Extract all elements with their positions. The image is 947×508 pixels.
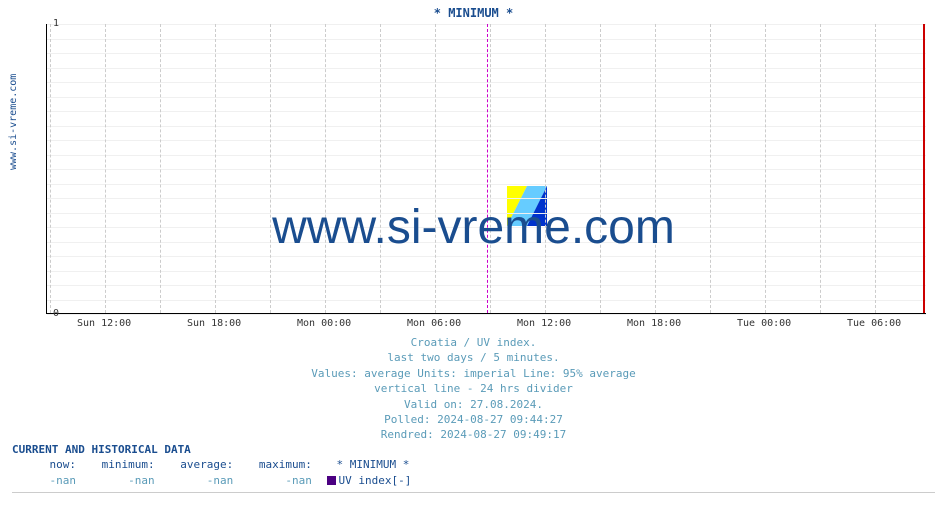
- grid-v: [710, 24, 711, 313]
- caption-line: last two days / 5 minutes.: [0, 350, 947, 365]
- grid-v: [820, 24, 821, 313]
- col-series: * MINIMUM *: [319, 457, 410, 472]
- grid-v: [380, 24, 381, 313]
- caption-line: Rendred: 2024-08-27 09:49:17: [0, 427, 947, 442]
- caption-line: Values: average Units: imperial Line: 95…: [0, 366, 947, 381]
- caption-line: Valid on: 27.08.2024.: [0, 397, 947, 412]
- ytick-label: 1: [39, 18, 59, 29]
- plot-area: [46, 24, 926, 314]
- grid-v: [270, 24, 271, 313]
- grid-v: [600, 24, 601, 313]
- legend-name: UV index[-]: [339, 473, 412, 488]
- xtick-label: Mon 18:00: [627, 318, 681, 329]
- grid-v: [490, 24, 491, 313]
- ytick-label: 0: [39, 308, 59, 319]
- y-axis-label: www.si-vreme.com: [8, 74, 19, 170]
- grid-v: [105, 24, 106, 313]
- logo-icon: [507, 186, 547, 226]
- legend-swatch: [327, 476, 336, 485]
- val-min: -nan: [83, 473, 155, 488]
- grid-v: [435, 24, 436, 313]
- chart-title: * MINIMUM *: [0, 6, 947, 20]
- col-avg: average:: [161, 457, 233, 472]
- grid-v: [215, 24, 216, 313]
- divider-line: [12, 492, 935, 493]
- data-section: CURRENT AND HISTORICAL DATA now: minimum…: [12, 442, 411, 488]
- caption-block: Croatia / UV index. last two days / 5 mi…: [0, 335, 947, 443]
- grid-v: [765, 24, 766, 313]
- xtick-label: Mon 12:00: [517, 318, 571, 329]
- data-values-row: -nan -nan -nan -nan UV index[-]: [12, 473, 411, 488]
- divider-24h: [487, 24, 488, 313]
- data-header: CURRENT AND HISTORICAL DATA: [12, 442, 411, 457]
- val-now: -nan: [12, 473, 76, 488]
- grid-h: [47, 314, 926, 315]
- current-marker: [923, 24, 925, 313]
- xtick-label: Tue 06:00: [847, 318, 901, 329]
- grid-v: [545, 24, 546, 313]
- caption-line: Polled: 2024-08-27 09:44:27: [0, 412, 947, 427]
- grid-v: [875, 24, 876, 313]
- grid-v: [325, 24, 326, 313]
- xtick-label: Tue 00:00: [737, 318, 791, 329]
- grid-v: [50, 24, 51, 313]
- val-avg: -nan: [161, 473, 233, 488]
- grid-v: [655, 24, 656, 313]
- chart-container: www.si-vreme.com * MINIMUM * www.si-vrem…: [0, 0, 947, 508]
- val-max: -nan: [240, 473, 312, 488]
- xtick-label: Mon 06:00: [407, 318, 461, 329]
- xtick-label: Sun 18:00: [187, 318, 241, 329]
- xtick-label: Sun 12:00: [77, 318, 131, 329]
- data-column-labels: now: minimum: average: maximum: * MINIMU…: [12, 457, 411, 472]
- col-min: minimum:: [83, 457, 155, 472]
- col-now: now:: [12, 457, 76, 472]
- xtick-label: Mon 00:00: [297, 318, 351, 329]
- col-max: maximum:: [240, 457, 312, 472]
- caption-line: Croatia / UV index.: [0, 335, 947, 350]
- grid-v: [160, 24, 161, 313]
- caption-line: vertical line - 24 hrs divider: [0, 381, 947, 396]
